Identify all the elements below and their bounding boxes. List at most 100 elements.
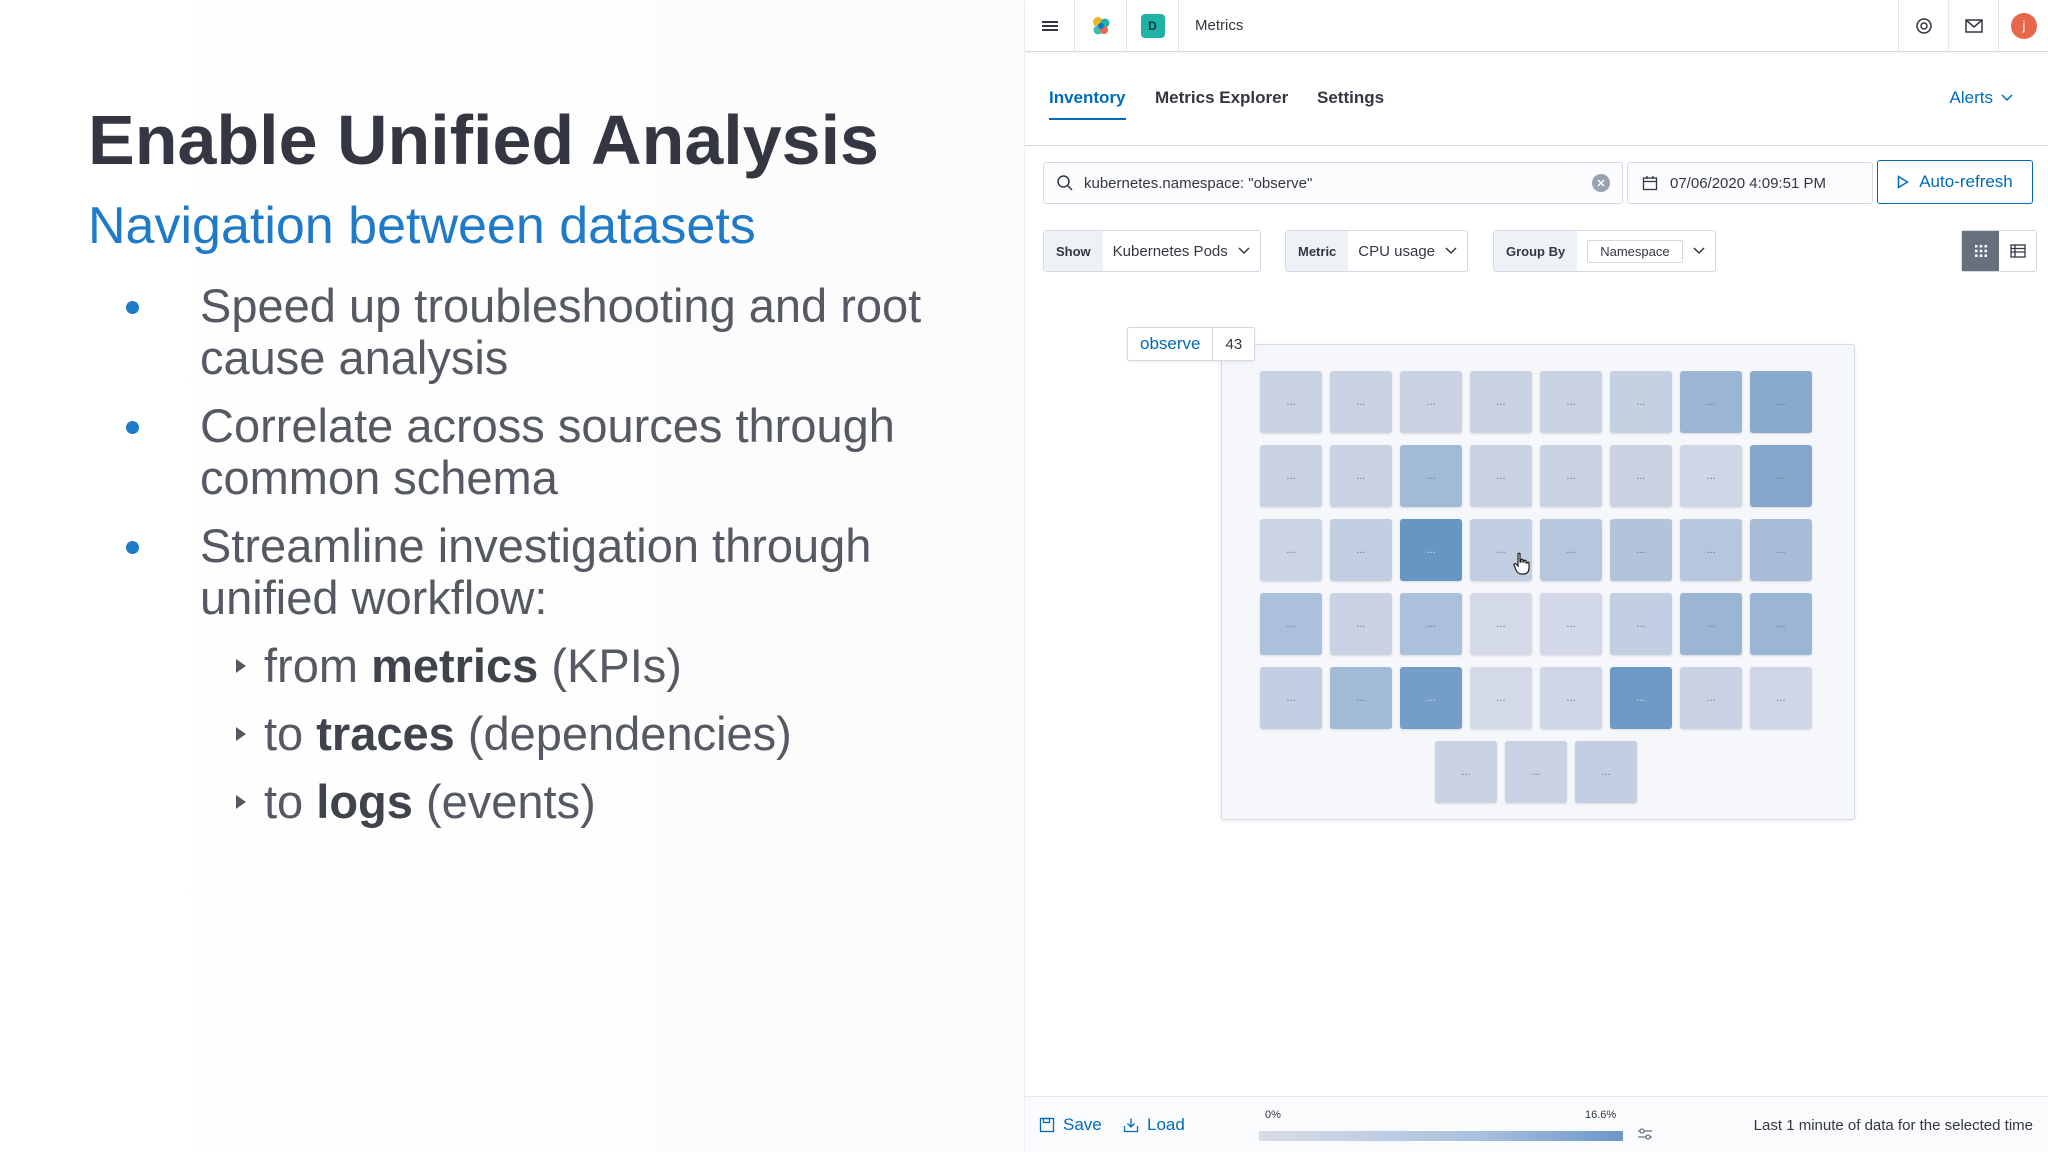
elastic-logo-icon[interactable] (1075, 0, 1127, 52)
pod-tile[interactable]: ... (1750, 593, 1812, 655)
alerts-label: Alerts (1949, 88, 1993, 107)
metric-filter-label: Metric (1286, 231, 1349, 271)
subbullet-keyword: logs (316, 775, 413, 828)
chevron-down-icon (1238, 247, 1250, 255)
slide-subtitle: Navigation between datasets (88, 197, 756, 255)
show-filter[interactable]: Show Kubernetes Pods (1043, 230, 1261, 272)
save-button[interactable]: Save (1039, 1115, 1102, 1135)
bullet-text: Correlate across sources through common … (200, 399, 895, 504)
pod-tile[interactable]: ... (1610, 667, 1672, 729)
table-view-icon[interactable] (1999, 231, 2036, 271)
triangle-bullet-icon (236, 795, 246, 809)
pod-tile[interactable]: ... (1680, 667, 1742, 729)
pod-tile[interactable]: ... (1260, 667, 1322, 729)
pod-tile[interactable]: ... (1260, 445, 1322, 507)
alerts-menu[interactable]: Alerts (1950, 88, 2013, 108)
pod-tile[interactable]: ... (1750, 667, 1812, 729)
pod-tile[interactable]: ... (1610, 445, 1672, 507)
load-button[interactable]: Load (1123, 1115, 1185, 1135)
calendar-icon (1642, 176, 1658, 191)
namespace-group: ........................................… (1221, 344, 1855, 820)
pod-tile[interactable]: ... (1750, 445, 1812, 507)
group-header[interactable]: observe 43 (1127, 327, 1256, 361)
pod-tile[interactable]: ... (1330, 445, 1392, 507)
pod-tile[interactable]: ... (1680, 593, 1742, 655)
pod-tile[interactable]: ... (1470, 667, 1532, 729)
legend-settings-icon[interactable] (1637, 1127, 1653, 1145)
save-label: Save (1063, 1115, 1102, 1134)
pod-tile[interactable]: ... (1400, 371, 1462, 433)
hand-cursor-icon (1513, 552, 1530, 575)
subbullet-prefix: to (264, 775, 317, 828)
show-filter-value[interactable]: Kubernetes Pods (1103, 231, 1260, 271)
subbullet-keyword: traces (316, 707, 455, 760)
mail-icon[interactable] (1949, 0, 1999, 52)
pod-tile[interactable]: ... (1540, 593, 1602, 655)
pod-tile[interactable]: ... (1540, 371, 1602, 433)
pod-tile[interactable]: ... (1330, 519, 1392, 581)
pod-tile[interactable]: ... (1400, 445, 1462, 507)
space-avatar: D (1140, 13, 1165, 38)
legend-gradient (1259, 1131, 1623, 1141)
pod-tile[interactable]: ... (1610, 519, 1672, 581)
group-count: 43 (1212, 328, 1254, 360)
bullet-text: Speed up troubleshooting and root cause … (200, 279, 922, 384)
clear-icon[interactable] (1592, 174, 1610, 192)
data-window-note: Last 1 minute of data for the selected t… (1753, 1117, 2033, 1134)
menu-icon[interactable] (1025, 0, 1075, 52)
pod-tile[interactable]: ... (1540, 519, 1602, 581)
save-icon (1039, 1117, 1055, 1133)
pod-tile[interactable]: ... (1610, 593, 1672, 655)
map-view-icon[interactable] (1962, 231, 1999, 271)
subbullet-item: to traces (dependencies) (232, 700, 1012, 768)
pod-tile[interactable]: ... (1330, 593, 1392, 655)
help-icon[interactable] (1899, 0, 1949, 52)
pod-tile[interactable]: ... (1400, 519, 1462, 581)
auto-refresh-button[interactable]: Auto-refresh (1877, 160, 2033, 204)
pod-tile[interactable]: ... (1680, 371, 1742, 433)
kibana-metrics-app: D Metrics j Inventory Metrics Explorer S… (1024, 0, 2048, 1152)
pod-tile[interactable]: ... (1750, 519, 1812, 581)
date-picker[interactable]: 07/06/2020 4:09:51 PM (1627, 162, 1873, 204)
pod-tile[interactable]: ... (1470, 593, 1532, 655)
auto-refresh-label: Auto-refresh (1919, 172, 2013, 191)
pod-tile[interactable]: ... (1540, 445, 1602, 507)
load-label: Load (1147, 1115, 1185, 1134)
groupby-filter-label: Group By (1494, 231, 1578, 271)
pod-tile[interactable]: ... (1470, 445, 1532, 507)
subbullet-item: from metrics (KPIs) (232, 632, 1012, 700)
top-header: D Metrics j (1025, 0, 2048, 52)
pod-tile[interactable]: ... (1575, 741, 1637, 803)
pod-tile[interactable]: ... (1540, 667, 1602, 729)
pod-tile[interactable]: ... (1505, 741, 1567, 803)
groupby-filter[interactable]: Group By Namespace (1493, 230, 1716, 272)
pod-tile[interactable]: ... (1260, 519, 1322, 581)
pod-tile[interactable]: ... (1400, 593, 1462, 655)
pod-tile[interactable]: ... (1680, 519, 1742, 581)
space-selector[interactable]: D (1127, 0, 1179, 52)
subbullet-keyword: metrics (371, 639, 539, 692)
search-input[interactable] (1084, 174, 1592, 192)
date-value: 07/06/2020 4:09:51 PM (1670, 174, 1826, 192)
pod-tile[interactable]: ... (1435, 741, 1497, 803)
triangle-bullet-icon (236, 659, 246, 673)
pod-tile[interactable]: ... (1400, 667, 1462, 729)
pod-tile[interactable]: ... (1610, 371, 1672, 433)
pod-tile[interactable]: ... (1330, 371, 1392, 433)
bullet-dot-icon (126, 541, 139, 554)
pod-tile[interactable]: ... (1260, 371, 1322, 433)
metric-filter-value[interactable]: CPU usage (1348, 231, 1467, 271)
tab-inventory[interactable]: Inventory (1049, 88, 1126, 120)
pod-tile[interactable]: ... (1470, 371, 1532, 433)
pod-tile[interactable]: ... (1260, 593, 1322, 655)
tab-settings[interactable]: Settings (1317, 88, 1385, 107)
bullet-dot-icon (126, 421, 139, 434)
user-menu[interactable]: j (1999, 0, 2048, 52)
show-filter-text: Kubernetes Pods (1112, 242, 1228, 260)
pod-tile[interactable]: ... (1680, 445, 1742, 507)
pod-tile[interactable]: ... (1330, 667, 1392, 729)
tab-metrics-explorer[interactable]: Metrics Explorer (1155, 88, 1289, 107)
groupby-filter-value[interactable]: Namespace (1577, 231, 1714, 271)
pod-tile[interactable]: ... (1750, 371, 1812, 433)
metric-filter[interactable]: Metric CPU usage (1285, 230, 1469, 272)
